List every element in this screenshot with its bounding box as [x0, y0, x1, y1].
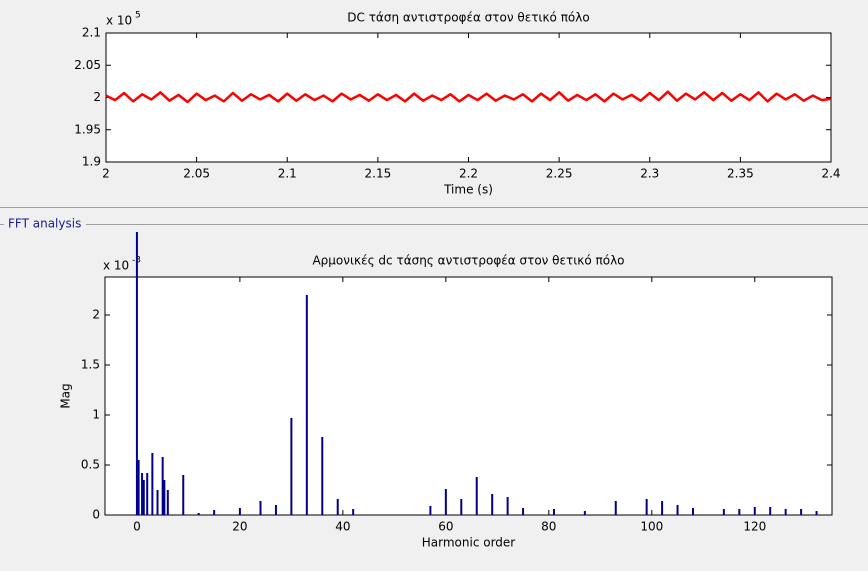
- x-tick-label: 2.25: [546, 167, 573, 181]
- x-tick-label: 2.3: [640, 167, 659, 181]
- y-tick-label: 0.5: [81, 458, 100, 472]
- y-multiplier-exponent: 5: [135, 11, 141, 21]
- x-tick-label: 2.05: [183, 167, 210, 181]
- plot-area: [105, 32, 832, 163]
- x-tick-label: 40: [335, 520, 350, 534]
- y-tick-label: 1: [92, 408, 100, 422]
- x-axis-label: Time (s): [443, 183, 493, 197]
- x-tick-label: 2.4: [821, 167, 840, 181]
- y-tick-label: 2.05: [74, 58, 101, 72]
- y-multiplier-base: x 10: [103, 259, 129, 273]
- x-tick-label: 0: [133, 520, 141, 534]
- x-tick-label: 2: [102, 167, 110, 181]
- y-tick-label: 0: [92, 508, 100, 522]
- chart-title: DC τάση αντιστροφέα στον θετικό πόλο: [347, 11, 589, 25]
- y-tick-label: 2: [93, 90, 101, 104]
- x-tick-label: 2.2: [459, 167, 478, 181]
- y-multiplier-base: x 10: [106, 14, 132, 28]
- x-tick-label: 120: [743, 520, 766, 534]
- chart-title: Αρμονικές dc τάσης αντιστροφέα στον θετι…: [312, 254, 624, 268]
- plot-area: [104, 276, 833, 516]
- x-tick-label: 2.15: [365, 167, 392, 181]
- x-tick-label: 100: [640, 520, 663, 534]
- y-tick-label: 1.95: [74, 122, 101, 136]
- panel-title: FFT analysis: [8, 217, 81, 231]
- x-tick-label: 60: [438, 520, 453, 534]
- x-tick-label: 2.35: [727, 167, 754, 181]
- y-tick-label: 2: [92, 308, 100, 322]
- signal-line: [105, 90, 832, 104]
- x-tick-label: 2.1: [278, 167, 297, 181]
- x-axis-label: Harmonic order: [422, 536, 516, 550]
- y-tick-label: 2.1: [82, 26, 101, 40]
- y-axis-label: Mag: [59, 383, 73, 408]
- x-tick-label: 80: [541, 520, 556, 534]
- y-tick-label: 1.9: [82, 155, 101, 169]
- x-tick-label: 20: [232, 520, 247, 534]
- y-tick-label: 1.5: [81, 358, 100, 372]
